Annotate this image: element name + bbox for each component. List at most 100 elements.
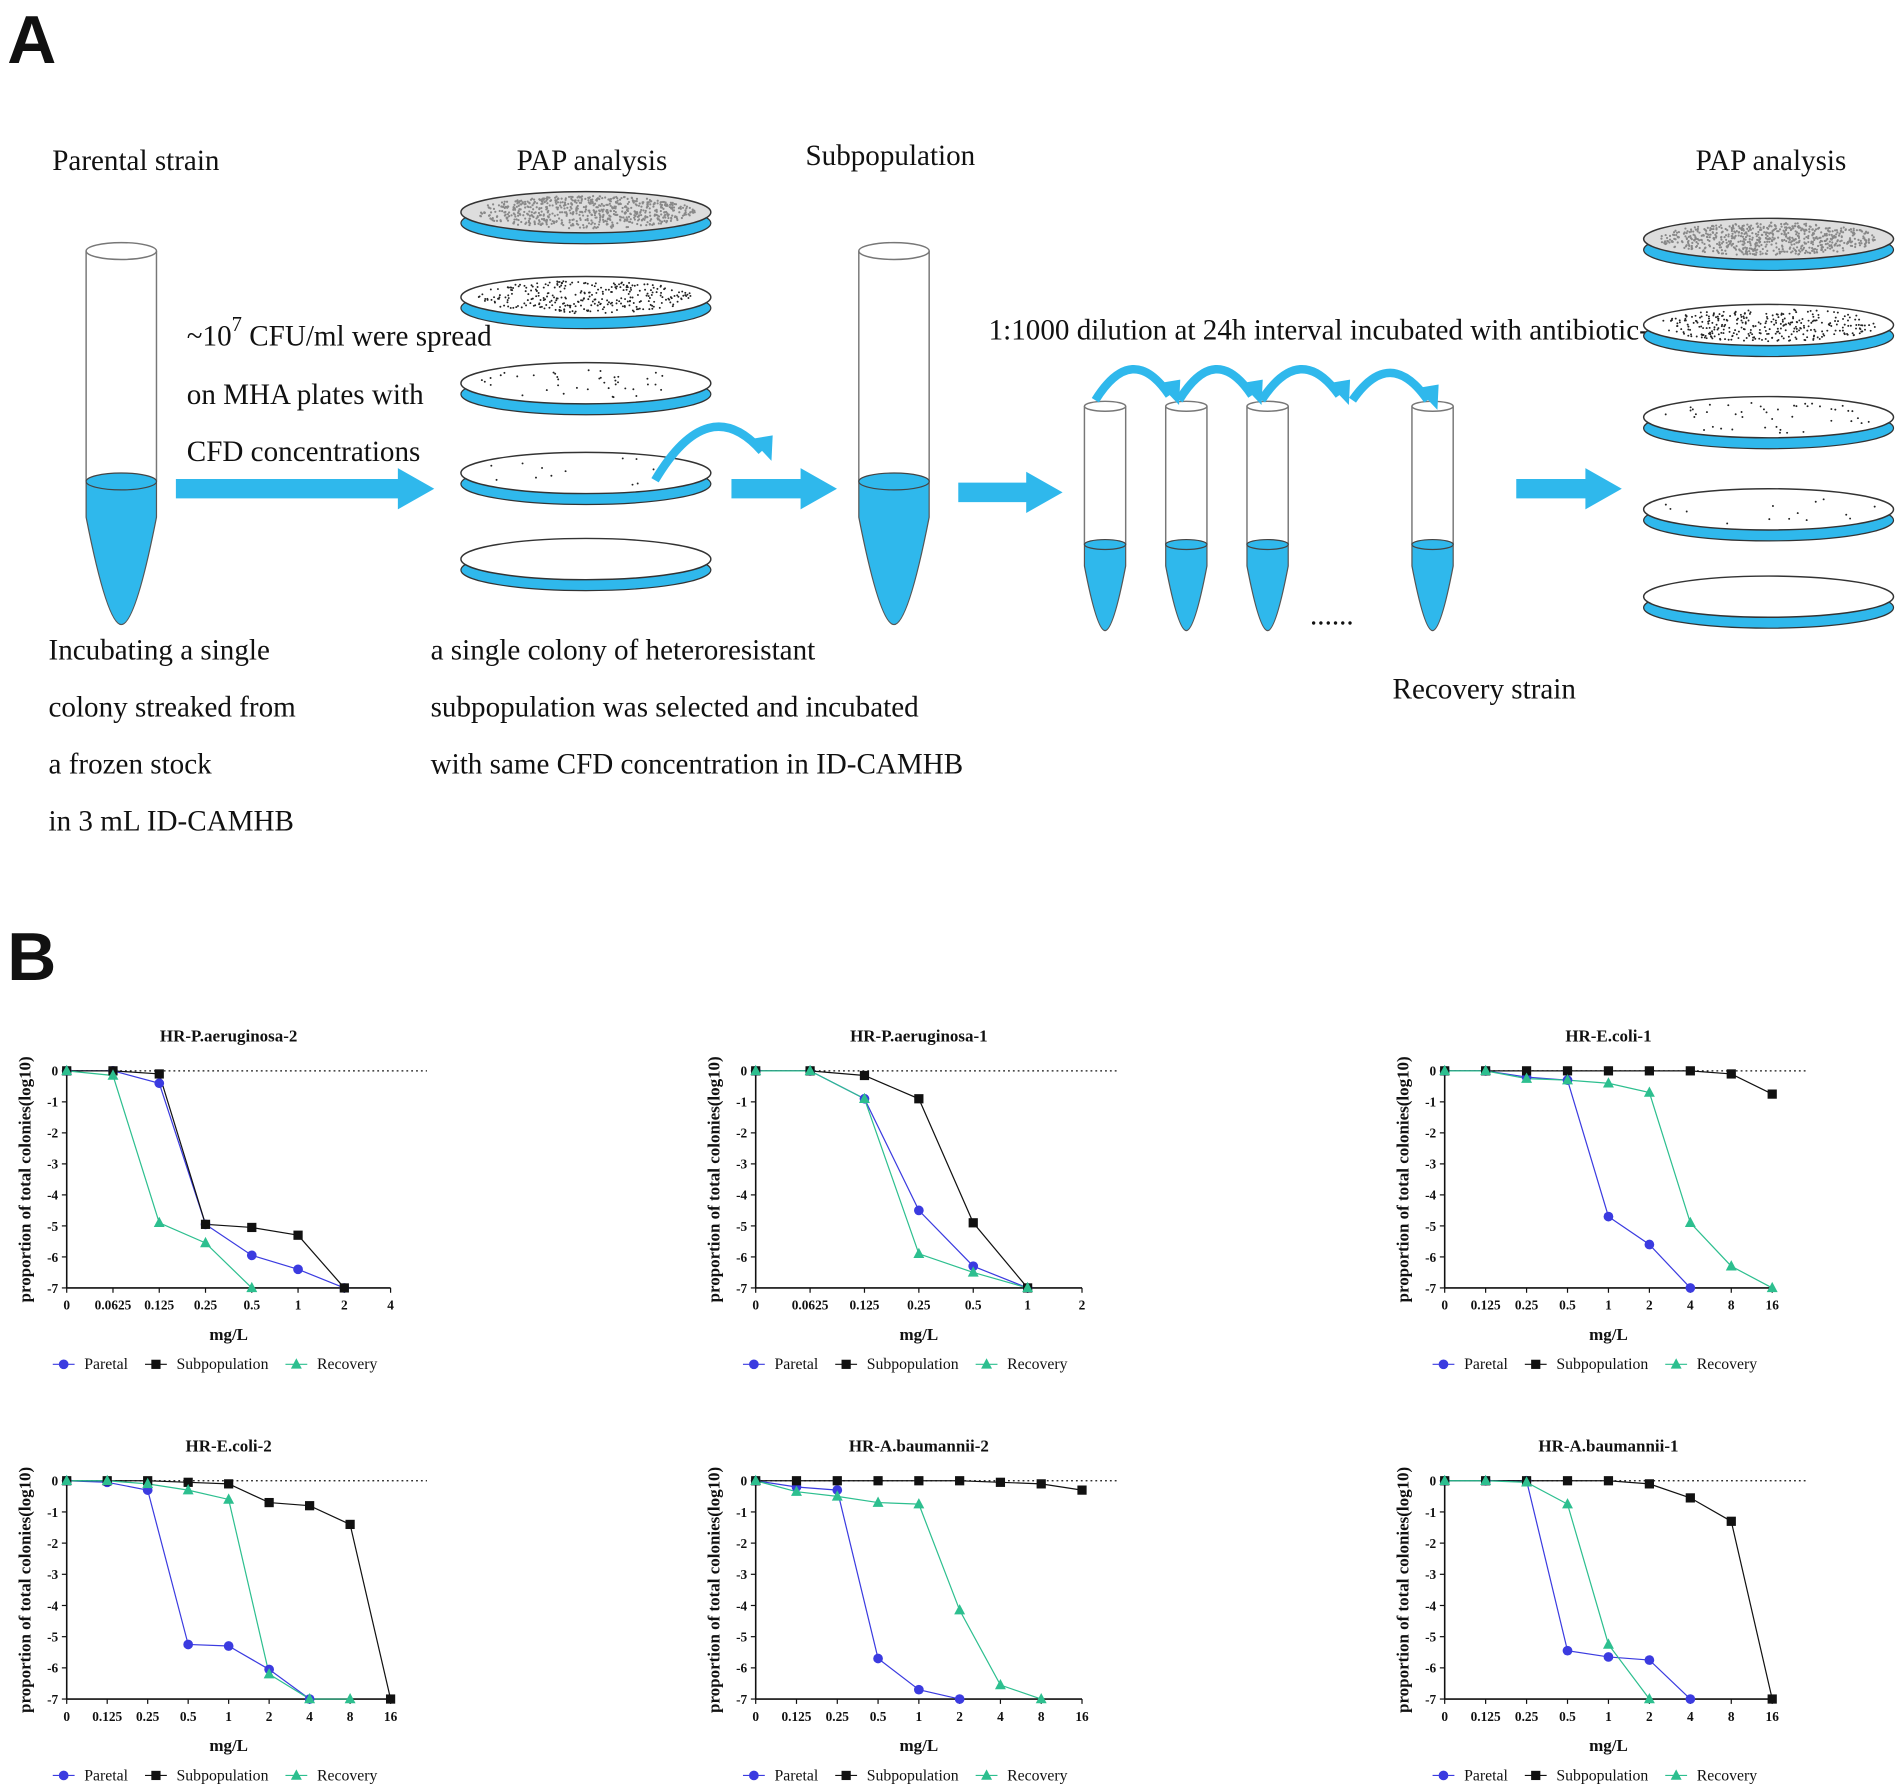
marker [1766, 1281, 1778, 1293]
colony [1720, 249, 1724, 252]
colony [592, 209, 595, 212]
colony [1805, 222, 1808, 225]
colony [1751, 232, 1754, 235]
colony [664, 201, 667, 204]
colony [1691, 315, 1693, 318]
colony [611, 304, 614, 307]
marker [914, 1684, 924, 1695]
colony [1733, 230, 1736, 233]
series-line [755, 1070, 1028, 1289]
colony [1768, 237, 1771, 240]
colony [598, 377, 601, 380]
colony [1826, 310, 1829, 313]
arrow-head [1328, 379, 1351, 406]
colony [1690, 244, 1693, 248]
colony [1825, 227, 1828, 230]
colony [547, 209, 550, 212]
legend-label: Subpopulation [1556, 1767, 1648, 1784]
colony [1749, 244, 1752, 247]
marker [1562, 1498, 1573, 1509]
colony [1835, 229, 1838, 232]
diagram: Parental strain PAP analysis Subpopulation… [49, 140, 1895, 838]
colony [488, 206, 491, 209]
colony [1779, 327, 1782, 330]
colony [1750, 224, 1753, 227]
y-tick-label: -1 [47, 1505, 58, 1520]
marker [1439, 1064, 1451, 1076]
colony [1787, 241, 1791, 244]
colony [586, 214, 589, 217]
colony [598, 209, 601, 212]
colony [1676, 325, 1679, 328]
colony [1735, 230, 1738, 233]
colony [1843, 323, 1846, 326]
colony [671, 214, 674, 217]
colony [1855, 229, 1859, 232]
colony [1788, 226, 1791, 229]
colony [1683, 332, 1686, 335]
y-tick-label: -2 [736, 1536, 747, 1551]
colony [1800, 322, 1803, 324]
colony [602, 218, 605, 221]
colony [489, 377, 492, 379]
series-line [755, 1480, 960, 1700]
colony [1698, 246, 1701, 250]
colony [1747, 309, 1750, 312]
colony [607, 211, 610, 214]
colony [1806, 405, 1809, 408]
colony [1706, 238, 1709, 242]
colony [537, 222, 540, 225]
colony [1843, 332, 1846, 335]
colony [676, 300, 679, 303]
colony [1694, 319, 1697, 322]
x-tick-label: 0.25 [1515, 1709, 1539, 1724]
colony [524, 222, 527, 225]
colony [1836, 244, 1839, 247]
colony [541, 222, 544, 225]
colony [1739, 313, 1742, 316]
colony [533, 220, 536, 223]
colony [1841, 404, 1844, 407]
colony [1740, 227, 1743, 230]
colony [1670, 240, 1673, 243]
marker [841, 1770, 851, 1781]
colony [1834, 320, 1836, 322]
arrow [958, 471, 1063, 513]
marker [859, 1070, 870, 1081]
colony [1788, 238, 1791, 241]
colony [524, 217, 527, 220]
colony [1818, 226, 1821, 229]
colony [1690, 247, 1693, 251]
colony [1815, 251, 1818, 254]
curved-arrow [1257, 365, 1343, 403]
colony [646, 221, 649, 224]
colony [478, 295, 481, 298]
colony [593, 222, 596, 225]
colony [1770, 243, 1773, 246]
colony [663, 203, 667, 207]
colony [563, 211, 566, 214]
colony [480, 379, 483, 382]
marker [1767, 1089, 1777, 1099]
colony [1745, 337, 1748, 339]
colony [510, 214, 513, 217]
colony [1826, 229, 1830, 232]
colony [1852, 229, 1855, 232]
colony [622, 216, 625, 219]
colony [538, 198, 541, 201]
colony [1709, 333, 1712, 336]
colony [1826, 329, 1829, 332]
colony [577, 281, 580, 284]
colony [597, 309, 599, 312]
colony [1814, 228, 1818, 231]
marker [223, 1493, 235, 1504]
colony [1737, 225, 1740, 228]
series-line [1444, 1480, 1691, 1700]
colony [620, 281, 623, 284]
colony [634, 215, 637, 218]
colony [1715, 316, 1717, 319]
colony [1848, 316, 1851, 319]
colony [1805, 229, 1808, 232]
tube-rim [858, 241, 930, 261]
colony [669, 301, 672, 304]
